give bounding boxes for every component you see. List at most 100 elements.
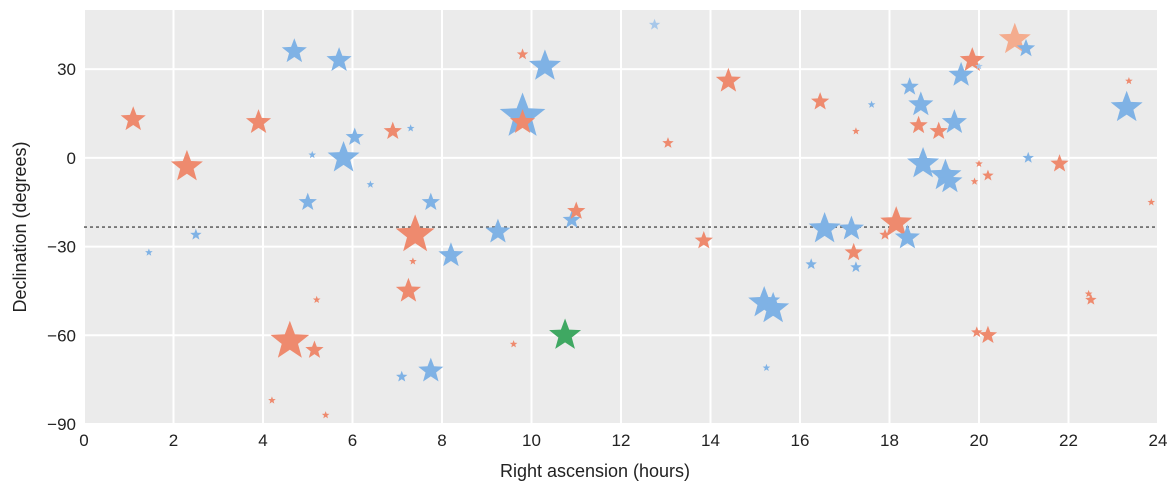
x-tick-label: 8 [437, 431, 446, 450]
y-tick-label: 0 [67, 149, 76, 168]
star-point [418, 357, 444, 382]
star-point [1022, 151, 1034, 163]
star-point [970, 177, 979, 185]
x-tick-label: 20 [970, 431, 989, 450]
star-point [120, 106, 146, 131]
star-point [383, 121, 402, 140]
star-point [421, 192, 440, 210]
star-point [808, 212, 841, 243]
star-point [694, 231, 713, 249]
star-point [366, 180, 375, 188]
x-axis-label: Right ascension (hours) [500, 461, 690, 481]
star-point [562, 210, 581, 228]
star-point [805, 258, 817, 270]
star-point [528, 49, 561, 80]
star-point [662, 137, 674, 148]
star-point [145, 248, 153, 256]
x-tick-label: 14 [701, 431, 720, 450]
x-tick-label: 6 [348, 431, 357, 450]
star-point [268, 396, 276, 404]
star-point [308, 150, 317, 159]
star-point [396, 370, 408, 382]
star-point [245, 109, 272, 134]
star-point [345, 127, 364, 145]
star-point [998, 22, 1031, 54]
star-point [190, 228, 202, 240]
x-tick-label: 0 [79, 431, 88, 450]
star-point [510, 109, 536, 134]
star-point [298, 192, 317, 210]
x-tick-label: 18 [880, 431, 899, 450]
star-point [762, 363, 771, 372]
star-point [305, 340, 324, 358]
y-tick-label: −90 [47, 415, 76, 434]
star-point [909, 115, 928, 134]
star-point [170, 149, 203, 181]
star-point [1085, 293, 1097, 305]
star-point [516, 48, 529, 60]
x-tick-label: 12 [612, 431, 631, 450]
y-tick-label: 30 [57, 60, 76, 79]
y-axis-label: Declination (degrees) [10, 141, 30, 312]
star-point [937, 168, 963, 193]
star-point [908, 91, 934, 116]
star-point [900, 77, 919, 95]
star-point [327, 141, 360, 172]
star-point [281, 38, 307, 63]
star-point [850, 261, 862, 273]
y-tick-label: −60 [47, 326, 76, 345]
star-point [395, 277, 421, 302]
star-point [406, 124, 415, 132]
star-point [879, 228, 891, 240]
star-point [811, 92, 830, 110]
star-point [326, 47, 352, 71]
x-tick-label: 24 [1149, 431, 1168, 450]
star-point [485, 218, 511, 243]
star-point [715, 67, 741, 92]
star-point [894, 224, 920, 249]
star-point [959, 47, 985, 71]
star-point [907, 146, 940, 178]
data-points-layer [120, 18, 1156, 419]
star-point [982, 169, 994, 181]
star-point [1125, 76, 1133, 85]
star-point [395, 214, 435, 252]
x-tick-label: 16 [791, 431, 810, 450]
x-tick-label: 22 [1059, 431, 1078, 450]
star-point [975, 62, 983, 70]
star-point [880, 206, 913, 237]
star-point [748, 285, 781, 317]
star-point [1084, 289, 1093, 298]
star-point [929, 121, 948, 140]
star-point [321, 411, 330, 419]
star-point [1147, 198, 1156, 206]
star-point [270, 320, 310, 358]
star-point [757, 291, 790, 323]
x-tick-label: 2 [169, 431, 178, 450]
star-point [509, 340, 518, 348]
star-point [971, 326, 983, 338]
y-tick-label: −30 [47, 238, 76, 257]
star-point [867, 100, 876, 108]
star-point [948, 61, 974, 86]
star-point [409, 257, 417, 265]
star-point [978, 325, 998, 344]
star-point [648, 18, 661, 30]
star-point [941, 109, 967, 134]
x-tick-label: 4 [258, 431, 267, 450]
star-point [838, 215, 865, 240]
star-point [312, 295, 321, 304]
x-tick-label: 10 [522, 431, 541, 450]
star-point [1016, 38, 1036, 57]
star-point [549, 318, 582, 349]
star-point [1110, 90, 1143, 122]
star-point [438, 242, 464, 267]
star-point [567, 201, 586, 219]
star-point [1050, 154, 1069, 172]
star-point [852, 127, 860, 135]
star-point [929, 158, 962, 190]
star-point [844, 242, 863, 261]
star-point [975, 159, 983, 168]
